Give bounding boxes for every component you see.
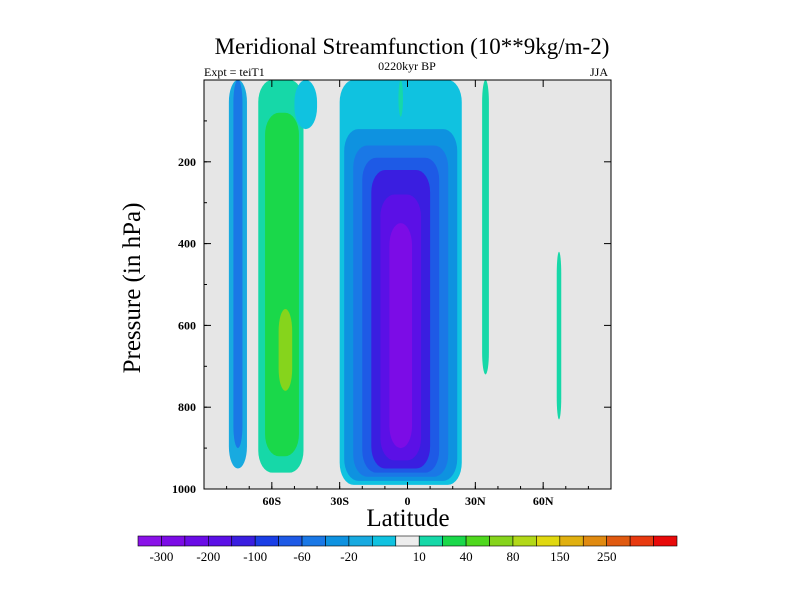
colorbar-box [512, 535, 537, 547]
y-tick-label: 1000 [172, 482, 196, 496]
contour-regions [228, 80, 562, 485]
contour-south-polar-blue [233, 80, 243, 449]
colorbar-label: 80 [506, 549, 519, 564]
colorbar-label: -300 [150, 549, 174, 564]
colorbar-box [348, 535, 373, 547]
colorbar-box [606, 535, 631, 547]
colorbar-box [278, 535, 303, 547]
x-tick-label: 30S [330, 494, 349, 508]
colorbar-box [629, 535, 654, 547]
colorbar-box [395, 535, 420, 547]
colorbar-label: -60 [293, 549, 310, 564]
x-tick-label: 30N [465, 494, 486, 508]
chart-title: Meridional Streamfunction (10**9kg/m-2) [215, 34, 610, 59]
colorbar-label: 250 [597, 549, 617, 564]
contour-north-upper-streak [398, 80, 403, 117]
contour-tropical-core [389, 223, 413, 449]
colorbar-box [536, 535, 561, 547]
contour-upper-cyan-band [294, 80, 318, 130]
y-axis-label: Pressure (in hPa) [119, 203, 146, 374]
colorbar-label: 40 [460, 549, 473, 564]
colorbar-box [325, 535, 350, 547]
colorbar: -300 -200 -100 -60 -20 10 40 80 150 250 [137, 535, 678, 564]
colorbar-box [442, 535, 467, 547]
colorbar-box [137, 535, 162, 547]
colorbar-box [489, 535, 514, 547]
contour-south-green-core [265, 112, 299, 457]
y-tick-label: 400 [178, 237, 196, 251]
colorbar-box [372, 535, 397, 547]
colorbar-label: -20 [340, 549, 357, 564]
colorbar-label: -200 [196, 549, 220, 564]
y-tick-label: 600 [178, 318, 196, 332]
colorbar-box [653, 535, 678, 547]
colorbar-label: 150 [550, 549, 570, 564]
colorbar-box [582, 535, 607, 547]
contour-north-sub-streak [482, 80, 489, 375]
colorbar-box [184, 535, 209, 547]
x-axis-label: Latitude [366, 505, 449, 532]
x-tick-label: 60S [262, 494, 281, 508]
colorbar-box [231, 535, 256, 547]
colorbar-label: -100 [243, 549, 267, 564]
y-tick-label: 800 [178, 400, 196, 414]
colorbar-box [301, 535, 326, 547]
colorbar-box [418, 535, 443, 547]
chart-subtitle-left: Expt = teiT1 [204, 65, 265, 79]
colorbar-label: 10 [413, 549, 426, 564]
plot-area: 60S 30S 0 30N 60N 200 400 600 800 1000 [172, 79, 612, 508]
colorbar-box [161, 535, 186, 547]
colorbar-box [208, 535, 233, 547]
y-tick-label: 200 [178, 155, 196, 169]
contour-south-lime-core [278, 309, 293, 391]
colorbar-box [254, 535, 279, 547]
x-tick-label: 60N [533, 494, 554, 508]
colorbar-box [465, 535, 490, 547]
contour-north-mid-streak [556, 251, 562, 420]
chart-subtitle-center: 0220kyr BP [378, 59, 436, 73]
chart-subtitle-right: JJA [590, 65, 608, 79]
x-tick-label: 0 [405, 494, 411, 508]
colorbar-box [559, 535, 584, 547]
